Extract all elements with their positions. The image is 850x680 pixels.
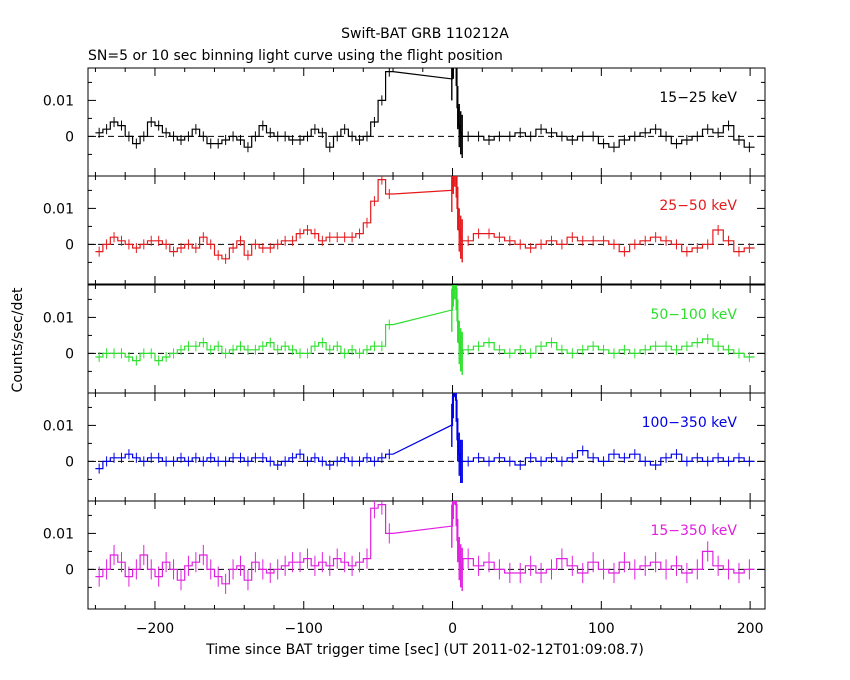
y-tick-label: 0 [65,454,74,470]
y-tick-label: 0 [65,129,74,145]
panel-label: 15−25 keV [659,90,737,106]
panel-100-350-kev: 0 0.01 100−350 keV [43,392,766,502]
x-tick-label: 200 [737,621,764,637]
panel-label: 100−350 keV [642,415,738,431]
y-tick-label: 0 [65,237,74,253]
series-data [95,501,755,594]
y-tick-label: 0 [65,346,74,362]
y-tick-label: 0.01 [43,418,74,434]
y-tick-label: 0.01 [43,201,74,217]
panels-group: 0 0.01 15−25 keV 0 0.01 25−50 keV 0 0.01 50−100 … [43,67,766,610]
panel-frame [87,175,766,285]
series-data [95,176,755,264]
panel-50-100-kev: 0 0.01 50−100 keV [43,284,766,394]
x-tick-labels: −200 −100 0 100 200 [136,621,764,637]
panel-label: 15−350 keV [650,523,737,539]
x-tick-label: 0 [448,621,457,637]
y-tick-label: 0.01 [43,93,74,109]
x-tick-label: −200 [136,621,174,637]
chart-title: Swift-BAT GRB 110212A [341,26,509,42]
panel-25-50-kev: 0 0.01 25−50 keV [43,175,766,285]
series-line [95,176,755,260]
series-data [95,68,755,158]
panel-frame [87,500,766,610]
panel-15-350-kev: 0 0.01 15−350 keV [43,500,766,610]
y-tick-label: 0 [65,562,74,578]
series-line [95,68,755,148]
panel-frame [87,284,766,394]
y-tick-label: 0.01 [43,526,74,542]
panel-label: 25−50 keV [659,198,737,214]
chart-subtitle: SN=5 or 10 sec binning light curve using… [88,48,503,64]
x-tick-label: −100 [285,621,323,637]
panel-frame [87,67,766,177]
y-axis-label: Counts/sec/det [10,287,26,392]
y-tick-label: 0.01 [43,310,74,326]
series-line [95,501,755,585]
series-data [95,285,755,375]
series-line [95,393,755,470]
panel-label: 50−100 keV [650,307,737,323]
panel-frame [87,392,766,502]
series-data [95,393,755,483]
x-tick-label: 100 [588,621,615,637]
x-axis-label: Time since BAT trigger time [sec] (UT 20… [205,642,644,658]
